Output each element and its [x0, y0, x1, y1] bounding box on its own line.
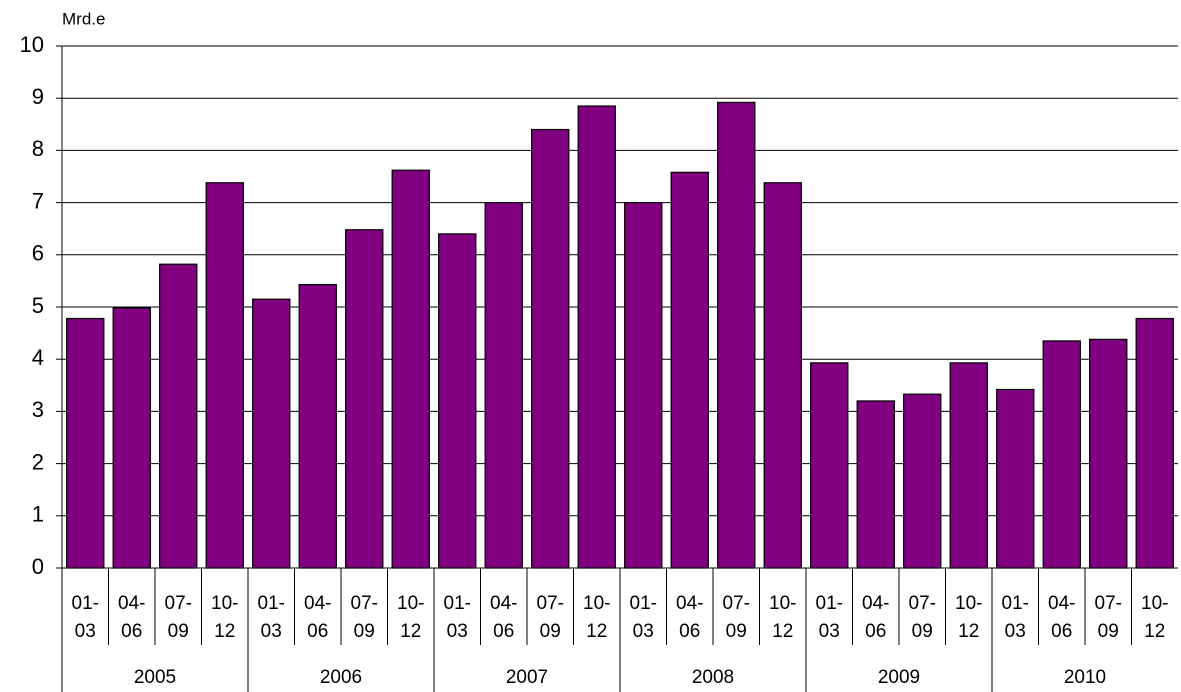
x-tick-label: 10-12 — [769, 593, 797, 642]
group-label: 2006 — [320, 667, 362, 688]
group-label: 2010 — [1064, 667, 1106, 688]
bar — [252, 298, 291, 569]
bar — [112, 307, 151, 569]
bar — [810, 362, 849, 569]
x-tick-label: 10-12 — [583, 593, 611, 642]
x-tick-label: 04-06 — [676, 593, 704, 642]
x-tick-label: 04-06 — [118, 593, 146, 642]
bar — [205, 182, 244, 569]
bar — [1135, 317, 1174, 569]
bar — [1042, 340, 1081, 569]
bar — [391, 169, 430, 569]
y-tick-label: 5 — [32, 293, 44, 318]
bar — [345, 229, 384, 569]
bar — [717, 101, 756, 569]
bar — [763, 182, 802, 569]
x-tick-label: 10-12 — [211, 593, 239, 642]
y-tick-label: 1 — [32, 502, 44, 527]
bar — [624, 202, 663, 569]
bar — [298, 283, 337, 569]
y-tick-label: 9 — [32, 84, 44, 109]
y-axis-label: Mrd.e — [62, 9, 105, 28]
x-tick-label: 04-06 — [490, 593, 518, 642]
y-tick-label: 7 — [32, 188, 44, 213]
x-tick-label: 10-12 — [1141, 593, 1169, 642]
y-tick-label: 2 — [32, 449, 44, 474]
x-tick-label: 01-03 — [629, 593, 657, 642]
y-tick-label: 6 — [32, 241, 44, 266]
bar — [531, 128, 570, 569]
x-tick-label: 01-03 — [443, 593, 471, 642]
y-tick-label: 4 — [32, 345, 44, 370]
group-label: 2008 — [692, 667, 734, 688]
group-label: 2005 — [134, 667, 176, 688]
bar — [66, 317, 105, 569]
x-tick-label: 01-03 — [815, 593, 843, 642]
bar — [996, 388, 1035, 569]
x-tick-label: 07-09 — [908, 593, 936, 642]
group-label: 2007 — [506, 667, 548, 688]
bar — [484, 202, 523, 569]
x-tick-label: 10-12 — [955, 593, 983, 642]
y-tick-label: 8 — [32, 136, 44, 161]
x-tick-label: 07-09 — [722, 593, 750, 642]
bar — [1089, 338, 1128, 569]
bar — [903, 393, 942, 569]
bar — [949, 362, 988, 569]
x-tick-label: 04-06 — [1048, 593, 1076, 642]
x-tick-label: 07-09 — [536, 593, 564, 642]
x-tick-label: 07-09 — [164, 593, 192, 642]
y-tick-label: 10 — [20, 32, 44, 57]
x-tick-label: 01-03 — [71, 593, 99, 642]
y-tick-label: 3 — [32, 397, 44, 422]
bar — [159, 263, 198, 569]
y-tick-label: 0 — [32, 554, 44, 579]
x-tick-label: 04-06 — [304, 593, 332, 642]
x-tick-label: 01-03 — [1001, 593, 1029, 642]
x-tick-label: 07-09 — [350, 593, 378, 642]
bar — [856, 400, 895, 569]
bar — [438, 233, 477, 569]
bar — [577, 105, 616, 569]
x-tick-label: 04-06 — [862, 593, 890, 642]
x-tick-label: 01-03 — [257, 593, 285, 642]
bar — [670, 171, 709, 569]
x-tick-label: 10-12 — [397, 593, 425, 642]
group-label: 2009 — [878, 667, 920, 688]
x-tick-label: 07-09 — [1094, 593, 1122, 642]
